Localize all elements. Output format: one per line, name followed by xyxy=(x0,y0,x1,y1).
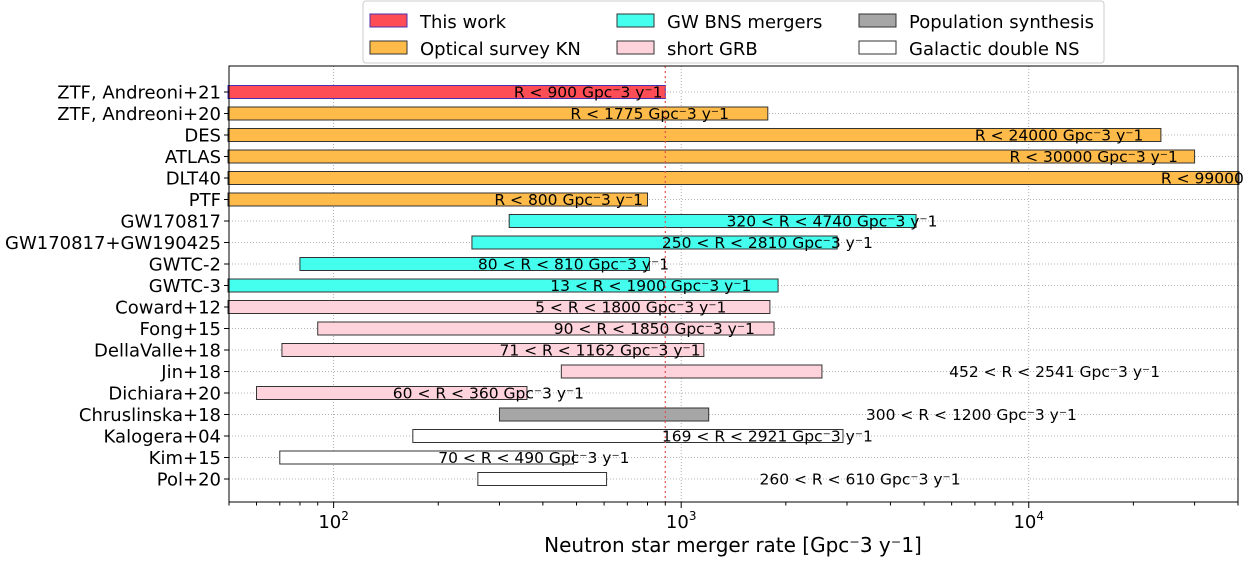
y-tick-label: Chruslinska+18 xyxy=(79,405,221,426)
bar-pol-20 xyxy=(477,472,608,486)
legend-label: Optical survey KN xyxy=(420,39,581,60)
y-tick-label: GWTC-3 xyxy=(149,276,221,297)
y-tick-label: DES xyxy=(184,126,221,147)
legend-swatch-gw xyxy=(616,13,655,28)
bar-data-label: 250 < R < 2810 Gpc⁻3 y⁻1 xyxy=(662,234,873,252)
bar-chruslinska-18 xyxy=(498,407,710,422)
legend-swatch-optical xyxy=(369,40,408,55)
x-tick-label: 102 xyxy=(318,509,349,533)
legend-label: Galactic double NS xyxy=(909,39,1080,60)
bar-data-label: 80 < R < 810 Gpc⁻3 y⁻1 xyxy=(478,256,669,274)
y-tick-label: Pol+20 xyxy=(157,470,221,491)
y-tick-label: DLT40 xyxy=(166,169,221,190)
y-tick-label: GWTC-2 xyxy=(149,255,221,276)
bar-data-label: 70 < R < 490 Gpc⁻3 y⁻1 xyxy=(438,449,629,467)
x-tick-label: 104 xyxy=(1013,509,1044,533)
bar-labels-layer: R < 900 Gpc⁻3 y⁻1 R < 1775 Gpc⁻3 y⁻1 R < 2… xyxy=(393,84,1244,489)
x-tick-labels: 102 103 104 xyxy=(318,509,1044,533)
legend-label: This work xyxy=(419,12,507,33)
legend-label: short GRB xyxy=(667,39,758,60)
bar-data-label: 260 < R < 610 Gpc⁻3 y⁻1 xyxy=(759,471,960,489)
bar-data-label: R < 900 Gpc⁻3 y⁻1 xyxy=(514,84,663,102)
y-tick-label: DellaValle+18 xyxy=(94,341,221,362)
bar-gw170817-gw190425 xyxy=(471,235,838,250)
legend-swatch-galactic xyxy=(858,40,897,55)
bar-gw170817 xyxy=(508,214,917,228)
bar-data-label: 5 < R < 1800 Gpc⁻3 y⁻1 xyxy=(535,299,726,317)
bars-layer xyxy=(227,85,1240,486)
bar-data-label: R < 30000 Gpc⁻3 y⁻1 xyxy=(1009,148,1177,166)
bar-dichiara-20 xyxy=(256,386,528,400)
bar-fong-15 xyxy=(317,321,775,336)
bar-kim-15 xyxy=(279,450,575,465)
legend-box xyxy=(362,0,1105,64)
y-tick-label: GW170817+GW190425 xyxy=(5,233,221,254)
bar-jin-18 xyxy=(560,364,823,379)
y-tick-label: PTF xyxy=(189,190,221,211)
bar-dlt40 xyxy=(227,171,1240,185)
y-tick-label: Kim+15 xyxy=(149,448,221,469)
legend: This work Optical survey KN GW BNS mergers… xyxy=(362,0,1105,64)
bar-gwtc-2 xyxy=(299,257,650,271)
bar-kalogera-04 xyxy=(412,429,844,443)
bar-data-label: 71 < R < 1162 Gpc⁻3 y⁻1 xyxy=(499,342,700,360)
y-tick-label: ZTF, Andreoni+21 xyxy=(57,83,221,104)
bar-data-label: R < 1775 Gpc⁻3 y⁻1 xyxy=(570,105,729,123)
legend-swatch-popsyn xyxy=(858,13,897,28)
bar-data-label: R < 24000 Gpc⁻3 y⁻1 xyxy=(975,127,1143,145)
y-tick-label: Coward+12 xyxy=(115,298,221,319)
minor-ticks xyxy=(228,502,1239,508)
bar-data-label: 13 < R < 1900 Gpc⁻3 y⁻1 xyxy=(550,277,751,295)
bar-data-label: 452 < R < 2541 Gpc⁻3 y⁻1 xyxy=(949,363,1160,381)
y-tick-label: ZTF, Andreoni+20 xyxy=(57,104,221,125)
legend-label: Population synthesis xyxy=(909,12,1094,33)
bar-data-label: 320 < R < 4740 Gpc⁻3 y⁻1 xyxy=(726,213,937,231)
bar-dellavalle-18 xyxy=(281,343,705,357)
y-tick-label: Fong+15 xyxy=(139,319,221,340)
y-tick-label: Kalogera+04 xyxy=(104,427,221,448)
y-tick-label: GW170817 xyxy=(121,212,221,233)
bar-data-label: 300 < R < 1200 Gpc⁻3 y⁻1 xyxy=(866,406,1077,424)
bar-data-label: 90 < R < 1850 Gpc⁻3 y⁻1 xyxy=(554,320,755,338)
legend-swatch-this-work xyxy=(369,13,408,28)
x-axis-label: Neutron star merger rate [Gpc⁻3 y⁻1] xyxy=(544,533,922,557)
y-tick-label: ATLAS xyxy=(165,147,221,168)
bar-data-label: R < 800 Gpc⁻3 y⁻1 xyxy=(494,191,643,209)
y-tick-label: Dichiara+20 xyxy=(108,384,221,405)
y-tick-label: Jin+18 xyxy=(160,362,221,383)
legend-swatch-sgrb xyxy=(616,40,655,55)
bar-data-label: 60 < R < 360 Gpc⁻3 y⁻1 xyxy=(393,385,584,403)
x-tick-label: 103 xyxy=(666,509,697,533)
bar-data-label: 169 < R < 2921 Gpc⁻3 y⁻1 xyxy=(662,428,873,446)
plot-frame xyxy=(228,65,1239,503)
bar-data-label: R < 99000 Gpc⁻3 y⁻1 xyxy=(1161,170,1244,188)
legend-label: GW BNS mergers xyxy=(667,12,822,33)
